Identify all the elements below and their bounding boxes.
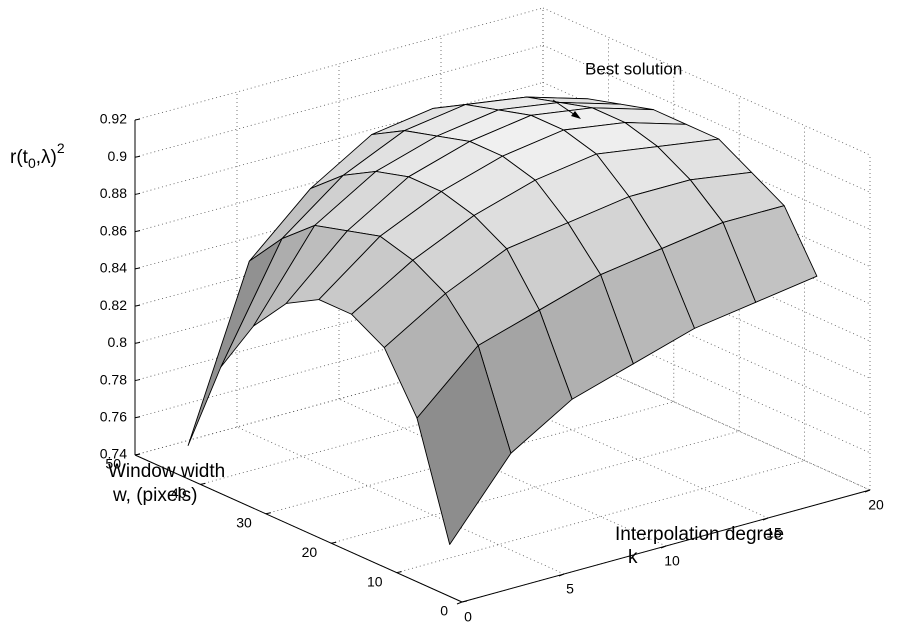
- z-tick-label: 0.82: [100, 297, 127, 313]
- x-tick-label: 20: [868, 497, 884, 513]
- grid-line: [134, 44, 544, 158]
- z-tick-label: 0.8: [108, 334, 128, 350]
- y-tick-label: 10: [367, 573, 383, 589]
- y-tick-label: 0: [440, 603, 448, 619]
- z-tick-label: 0.76: [100, 408, 127, 424]
- x-tick-label: 10: [664, 553, 680, 569]
- z-tick-label: 0.88: [100, 185, 127, 201]
- z-label-tail: ,λ): [36, 147, 57, 168]
- z-tick: [134, 304, 141, 307]
- y-tick: [331, 541, 337, 544]
- x-tick-label: 15: [766, 525, 782, 541]
- z-tick-label: 0.92: [100, 111, 127, 127]
- z-tick: [134, 230, 141, 233]
- x-tick: [558, 573, 565, 577]
- x-tick-label: 0: [464, 609, 472, 625]
- z-label-sup: 2: [57, 140, 65, 156]
- z-tick-label: 0.9: [108, 148, 128, 164]
- y-tick-label: 30: [236, 515, 252, 531]
- x-axis-label-line2: k: [628, 547, 638, 568]
- y-axis: [134, 454, 463, 603]
- x-tick: [660, 545, 667, 549]
- y-tick-label: 20: [302, 544, 318, 560]
- x-tick: [456, 601, 463, 605]
- y-tick: [396, 571, 402, 574]
- surface-patch: [416, 345, 512, 545]
- x-axis-label: Interpolation degree: [615, 524, 784, 545]
- z-tick-label: 0.74: [100, 446, 127, 462]
- z-tick-label: 0.86: [100, 222, 127, 238]
- y-tick-label: 40: [171, 485, 187, 501]
- x-tick: [762, 517, 769, 521]
- z-tick: [134, 118, 141, 121]
- grid-line: [134, 7, 544, 121]
- grid-line: [265, 401, 674, 515]
- y-tick: [265, 512, 271, 515]
- grid-line: [134, 82, 544, 195]
- y-tick-label: 50: [105, 456, 121, 472]
- annotation-arrowhead: [571, 111, 581, 119]
- z-tick: [134, 453, 141, 456]
- z-tick: [134, 341, 141, 344]
- z-axis-label: r(t0,λ)2: [10, 140, 65, 171]
- z-tick: [134, 155, 141, 158]
- y-tick: [461, 600, 468, 603]
- z-tick: [134, 267, 141, 270]
- z-tick-label: 0.78: [100, 371, 127, 387]
- grid-line: [331, 430, 740, 544]
- x-tick-label: 5: [566, 581, 574, 597]
- annotation: Best solution: [585, 59, 682, 78]
- y-tick: [200, 482, 206, 485]
- z-tick: [134, 379, 141, 382]
- z-label-base: r(t: [10, 147, 29, 168]
- grid-line: [396, 460, 805, 573]
- surface: [187, 96, 818, 545]
- y-axis-label-line2: w, (pixels): [112, 485, 197, 506]
- z-tick: [134, 192, 141, 195]
- z-tick-label: 0.84: [100, 260, 127, 276]
- y-axis-label: Window width: [108, 461, 225, 482]
- x-tick: [864, 489, 871, 493]
- z-label-sub: 0: [28, 155, 36, 171]
- z-tick: [134, 416, 141, 419]
